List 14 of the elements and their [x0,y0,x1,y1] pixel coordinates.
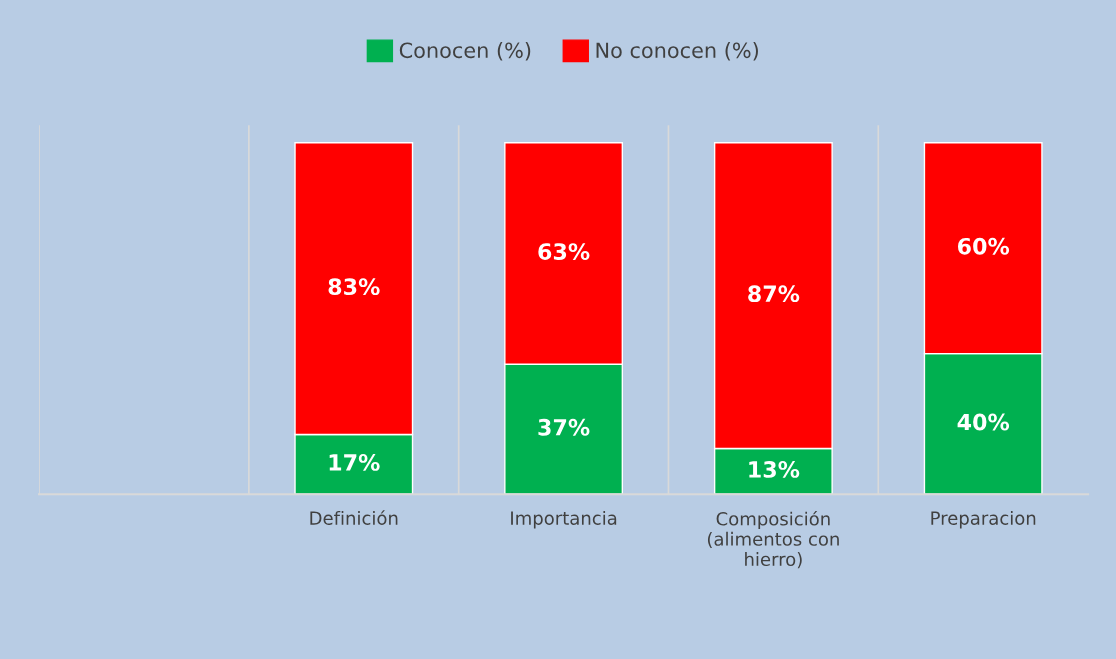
data-label: 17% [329,454,380,471]
x-tick-label: Composición (alimentos con hierro) [707,510,839,569]
x-tick-label: Importancia [511,510,617,529]
legend-label: Conocen (%) [399,42,531,61]
x-tick-label: Preparacion [931,510,1036,529]
data-label: 87% [748,285,800,303]
data-label: 63% [538,243,590,260]
data-label: 60% [957,237,1010,255]
data-label: 13% [749,461,800,478]
x-tick-label: Definición [310,510,398,525]
legend-label: No conocen (%) [596,42,758,61]
data-label: 40% [957,413,1010,431]
data-label: 83% [328,278,380,296]
data-label: 37% [538,418,590,436]
